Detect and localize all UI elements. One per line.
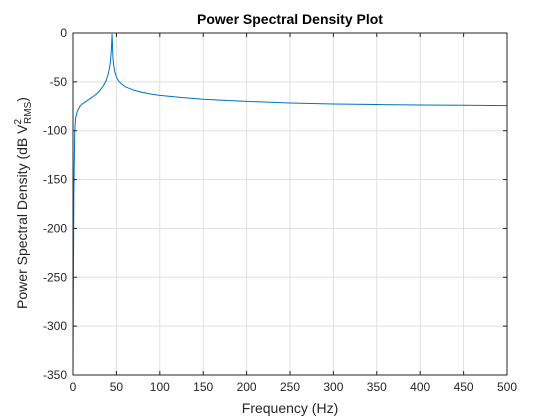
x-tick-label: 250: [280, 380, 300, 394]
x-tick-label: 100: [150, 380, 170, 394]
y-tick-label: -200: [43, 221, 67, 235]
x-tick-label: 500: [497, 380, 517, 394]
x-tick-label: 0: [70, 380, 77, 394]
x-tick-label: 200: [237, 380, 257, 394]
y-tick-label: 0: [60, 26, 67, 40]
tick-layer: 0 50 100 150 200 250 300 350 400 450 500 0 -50 -100 -1…: [43, 26, 517, 394]
x-tick-label: 400: [410, 380, 430, 394]
y-axis-label-sub: RMS: [23, 101, 34, 124]
y-tick-label: -250: [43, 270, 67, 284]
x-tick-label: 50: [110, 380, 124, 394]
grid-layer: [72, 32, 508, 376]
y-tick-label: -100: [43, 124, 67, 138]
y-tick-label: -150: [43, 173, 67, 187]
psd-series-line: [72, 33, 508, 376]
y-axis-label: Power Spectral Density (dB V2RMS): [13, 97, 34, 309]
x-tick-label: 300: [323, 380, 343, 394]
y-axis-label-sup: 2: [13, 119, 24, 125]
chart-title: Power Spectral Density Plot: [197, 11, 383, 27]
y-tick-label: -350: [43, 368, 67, 382]
x-axis-label: Frequency (Hz): [242, 400, 338, 416]
x-tick-label: 350: [367, 380, 387, 394]
x-tick-label: 150: [193, 380, 213, 394]
x-tick-label: 450: [454, 380, 474, 394]
y-axis-label-close: ): [14, 97, 30, 102]
y-axis-label-main: Power Spectral Density (dB V: [14, 124, 30, 309]
y-tick-label: -300: [43, 319, 67, 333]
y-tick-label: -50: [50, 75, 68, 89]
series-layer: [72, 33, 508, 376]
